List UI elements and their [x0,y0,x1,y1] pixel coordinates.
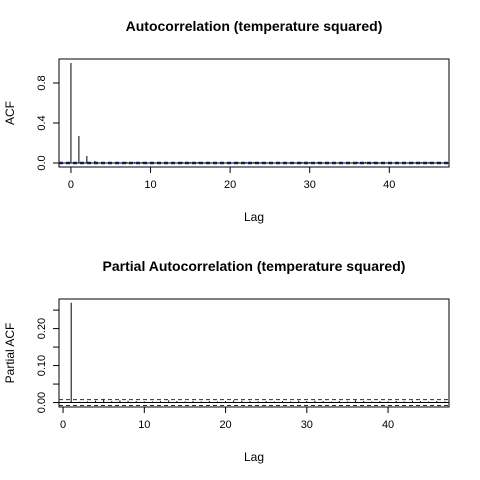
acf-y-axis: 0.0 0.4 0.8 [36,75,59,171]
pacf-x-tick-label: 30 [301,419,313,431]
acf-x-tick-label: 20 [224,179,236,191]
acf-x-tick-label: 0 [68,179,74,191]
pacf-panel: Partial Autocorrelation (temperature squ… [3,258,450,464]
pacf-bars [59,302,449,407]
acf-y-tick-label: 0.0 [36,155,48,170]
acf-panel: Autocorrelation (temperature squared) 0.… [3,18,450,224]
pacf-y-axis: 0.00 0.10 0.20 [36,309,59,413]
pacf-y-tick-label: 0.10 [36,355,48,376]
pacf-x-tick-label: 0 [60,419,66,431]
acf-y-tick-label: 0.8 [36,75,48,90]
acf-x-tick-label: 30 [304,179,316,191]
acf-x-tick-label: 10 [144,179,156,191]
acf-x-axis: 0 10 20 30 40 [68,167,395,191]
pacf-x-axis-label: Lag [244,450,264,464]
pacf-y-tick-label: 0.20 [36,318,48,339]
pacf-y-tick-label: 0.00 [36,392,48,413]
pacf-x-axis: 0 10 20 30 40 [60,407,394,431]
acf-title: Autocorrelation (temperature squared) [126,18,383,34]
pacf-title: Partial Autocorrelation (temperature squ… [103,258,406,274]
acf-plot-frame [58,58,450,168]
acf-y-tick-label: 0.4 [36,115,48,130]
pacf-x-tick-label: 40 [382,419,394,431]
acf-x-tick-label: 40 [383,179,395,191]
acf-bars [59,63,449,165]
pacf-x-tick-label: 20 [219,419,231,431]
pacf-plot-frame [58,298,450,408]
pacf-y-axis-label: Partial ACF [3,323,17,384]
acf-y-axis-label: ACF [3,101,17,125]
acf-x-axis-label: Lag [244,210,264,224]
pacf-x-tick-label: 10 [138,419,150,431]
